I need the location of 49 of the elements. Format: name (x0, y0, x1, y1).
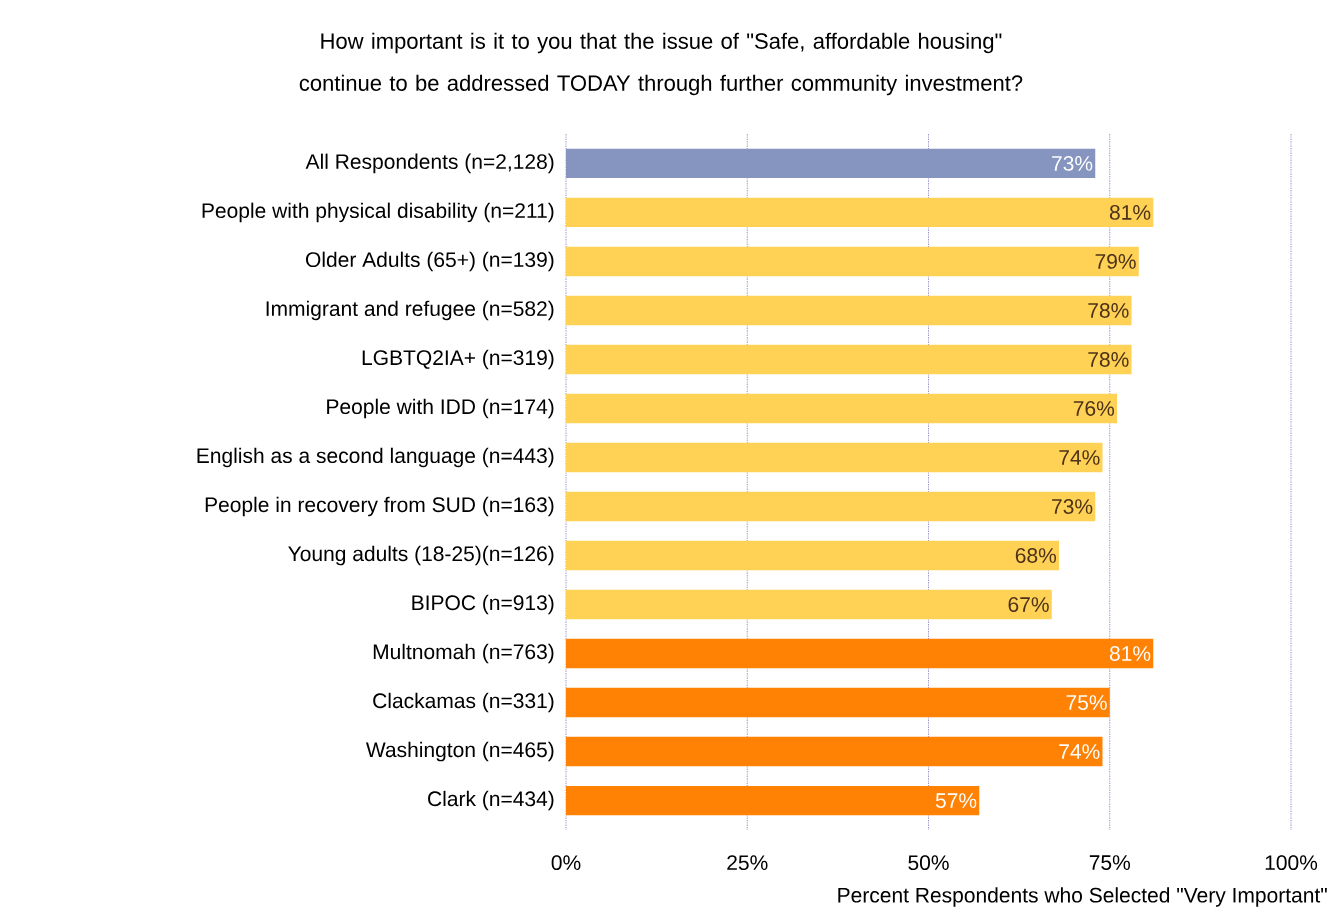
bar (566, 638, 1154, 669)
y-tick-label: Washington (n=465) (365, 741, 554, 762)
bar (566, 344, 1132, 375)
y-tick-label: LGBTQ2IA+ (n=319) (362, 349, 554, 370)
bar (566, 491, 1096, 522)
data-label: 76% (1073, 401, 1115, 416)
bar (566, 148, 1096, 179)
data-label: 73% (1052, 155, 1093, 171)
data-label: 73% (1052, 499, 1093, 514)
bar (566, 785, 980, 816)
data-label: 78% (1088, 352, 1129, 367)
data-label: 67% (1008, 597, 1049, 612)
y-tick-label: BIPOC (n=913) (412, 594, 554, 615)
x-tick-label: 100% (1265, 855, 1318, 871)
y-tick-label: People in recovery from SUD (n=163) (205, 496, 554, 517)
bar (566, 687, 1110, 718)
data-label: 81% (1109, 646, 1151, 661)
bar (566, 393, 1117, 424)
x-axis-title: Percent Respondents who Selected "Very Important" (838, 887, 1327, 907)
y-tick-label: Older Adults (65+) (n=139) (306, 251, 554, 272)
data-label: 75% (1066, 695, 1107, 710)
y-tick-label: People with physical disability (n=211) (202, 202, 554, 223)
y-tick-label: Young adults (18-25)(n=126) (288, 545, 554, 566)
data-label: 57% (935, 793, 977, 808)
y-tick-label: Multnomah (n=763) (373, 643, 554, 664)
bar (566, 197, 1154, 228)
y-tick-label: Clackamas (n=331) (373, 692, 554, 713)
data-label: 81% (1109, 204, 1151, 220)
chart-title: How important is it to you that the issue of "Safe, affordable housing" continue to be addressed TODAY through further community investment? (299, 32, 1023, 96)
y-tick-label: Immigrant and refugee (n=582) (266, 300, 554, 321)
x-tick-label: 75% (1089, 855, 1131, 870)
bar (566, 295, 1132, 326)
bar (566, 540, 1059, 571)
bar (566, 736, 1103, 767)
x-tick-label: 25% (727, 855, 768, 871)
x-tick-label: 50% (908, 855, 949, 871)
bar (566, 246, 1139, 277)
data-label: 74% (1059, 744, 1100, 759)
y-tick-label: Clark (n=434) (428, 790, 554, 811)
data-label: 74% (1059, 450, 1100, 465)
y-tick-label: English as a second language (n=443) (197, 447, 554, 468)
data-label: 78% (1088, 303, 1129, 318)
y-tick-label: All Respondents (n=2,128) (305, 153, 554, 174)
y-tick-label: People with IDD (n=174) (327, 398, 554, 419)
bar (566, 589, 1052, 620)
bar (566, 442, 1103, 473)
data-label: 79% (1095, 254, 1136, 269)
data-label: 68% (1015, 548, 1057, 563)
x-tick-label: 0% (551, 855, 581, 871)
